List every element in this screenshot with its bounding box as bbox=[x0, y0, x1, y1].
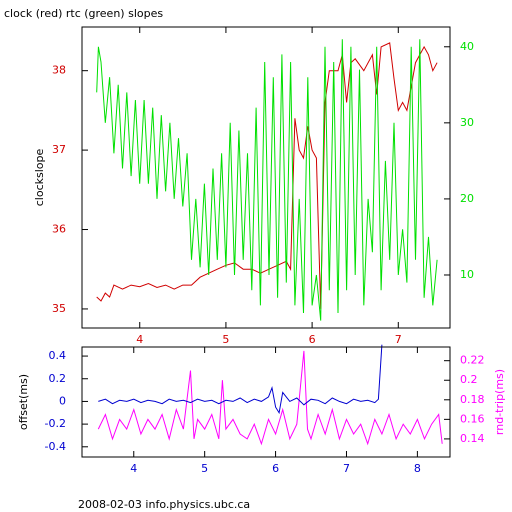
footer: 2008-02-03 info.physics.ubc.ca bbox=[78, 498, 250, 511]
y-tick-label: 36 bbox=[52, 223, 66, 236]
x-tick-label: 5 bbox=[201, 462, 208, 475]
y-tick-label: 35 bbox=[52, 302, 66, 315]
y2-tick-label: 0.16 bbox=[460, 412, 485, 425]
data-line bbox=[98, 344, 383, 415]
plot-frame bbox=[81, 26, 451, 329]
x-tick-label: 5 bbox=[222, 333, 229, 346]
y-tick-label: 0.4 bbox=[49, 349, 67, 362]
x-tick-label: 6 bbox=[272, 462, 279, 475]
x-tick-label: 7 bbox=[395, 333, 402, 346]
y2-axis-label: rnd-trip(ms) bbox=[493, 369, 506, 435]
x-tick-label: 4 bbox=[130, 462, 137, 475]
data-line bbox=[96, 39, 438, 321]
y2-tick-label: 10 bbox=[460, 268, 474, 281]
y2-tick-label: 0.2 bbox=[460, 373, 478, 386]
y-axis-label: clockslope bbox=[33, 149, 46, 207]
y2-tick-label: 0.18 bbox=[460, 393, 485, 406]
plot-frame bbox=[81, 346, 451, 458]
data-line bbox=[96, 42, 438, 309]
y-axis-label: offset(ms) bbox=[17, 374, 30, 430]
y2-tick-label: 0.22 bbox=[460, 354, 485, 367]
x-tick-label: 4 bbox=[136, 333, 143, 346]
y-tick-label: -0.4 bbox=[45, 440, 66, 453]
x-tick-label: 8 bbox=[414, 462, 421, 475]
y-tick-label: 0 bbox=[59, 394, 66, 407]
y2-tick-label: 0.14 bbox=[460, 432, 485, 445]
y-tick-label: 0.2 bbox=[49, 372, 67, 385]
x-tick-label: 7 bbox=[343, 462, 350, 475]
y2-tick-label: 40 bbox=[460, 40, 474, 53]
x-tick-label: 6 bbox=[309, 333, 316, 346]
y-tick-label: -0.2 bbox=[45, 417, 66, 430]
y-tick-label: 37 bbox=[52, 143, 66, 156]
data-line bbox=[97, 350, 443, 446]
y2-tick-label: 20 bbox=[460, 192, 474, 205]
y2-tick-label: 30 bbox=[460, 116, 474, 129]
chart-title: clock (red) rtc (green) slopes bbox=[4, 7, 163, 20]
y-tick-label: 38 bbox=[52, 64, 66, 77]
